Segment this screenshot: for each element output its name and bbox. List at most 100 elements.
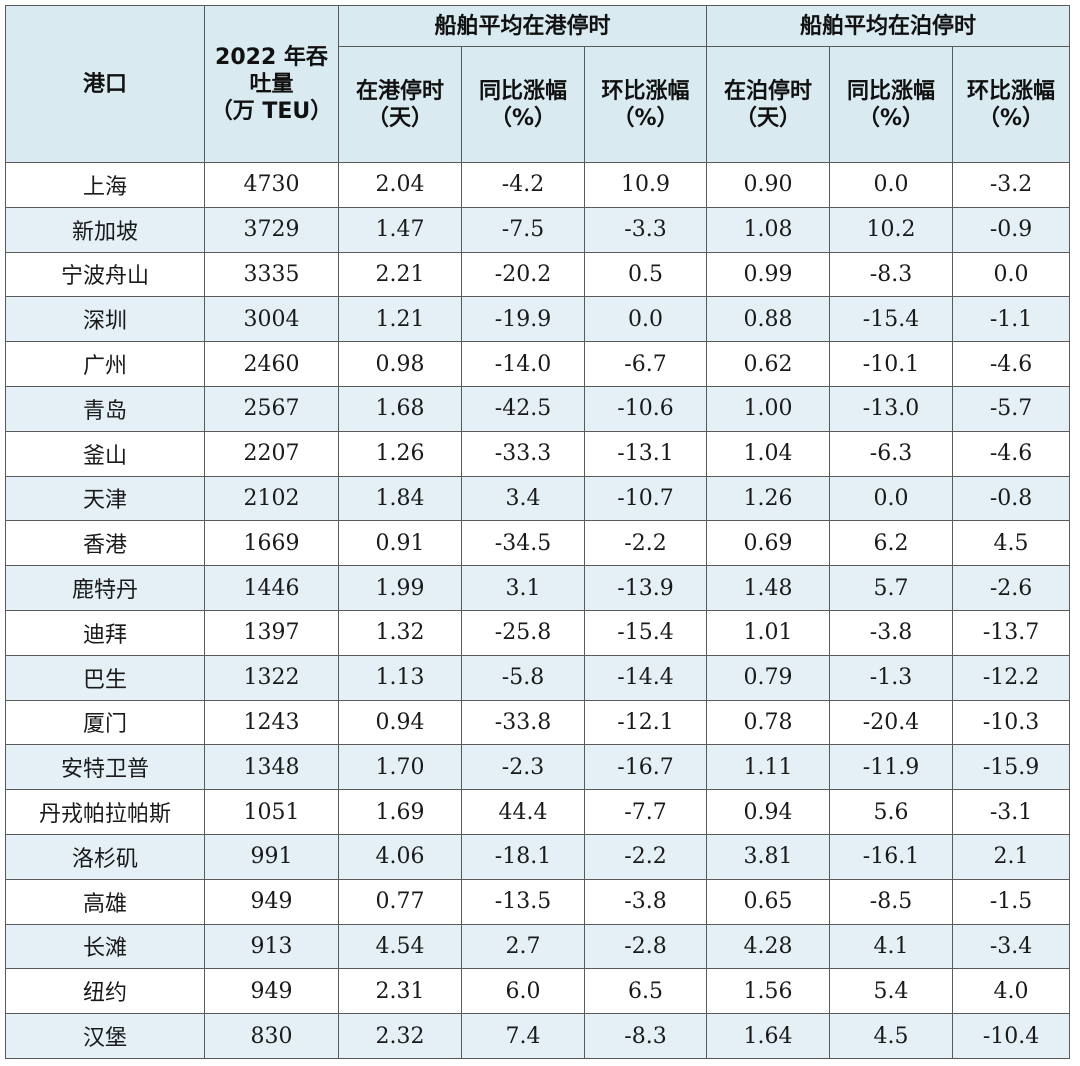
cell-throughput: 1243 — [204, 699, 339, 746]
cell-throughput: 830 — [204, 1013, 339, 1059]
cell-berth-mom: -4.6 — [952, 430, 1071, 477]
cell-berth-mom: -12.2 — [952, 654, 1071, 701]
table-row: 巴生 1322 1.13 -5.8 -14.4 0.79 -1.3 -12.2 — [5, 654, 1071, 701]
cell-berth-mom: -5.7 — [952, 385, 1071, 432]
cell-berth-stay-days: 1.11 — [706, 744, 831, 791]
cell-berth-yoy: 10.2 — [829, 206, 954, 253]
cell-port-name: 汉堡 — [5, 1013, 205, 1059]
cell-berth-stay-days: 0.79 — [706, 654, 831, 701]
cell-port-yoy: 7.4 — [461, 1013, 585, 1059]
cell-throughput: 1446 — [204, 565, 339, 611]
cell-port-name: 丹戎帕拉帕斯 — [5, 789, 205, 835]
cell-port-stay-days: 2.31 — [338, 968, 462, 1015]
cell-port-name: 广州 — [5, 341, 205, 387]
cell-berth-stay-days: 0.88 — [706, 296, 831, 343]
cell-port-mom: -14.4 — [583, 654, 708, 701]
cell-port-stay-days: 0.91 — [338, 520, 462, 567]
cell-port-yoy: -13.5 — [461, 878, 585, 925]
table-row: 广州 2460 0.98 -14.0 -6.7 0.62 -10.1 -4.6 — [5, 341, 1071, 387]
cell-berth-stay-days: 1.04 — [706, 430, 831, 477]
cell-port-name: 新加坡 — [5, 206, 205, 253]
cell-berth-yoy: 5.7 — [829, 565, 954, 611]
cell-port-mom: -2.8 — [583, 923, 708, 970]
cell-throughput: 1348 — [204, 744, 339, 791]
cell-berth-mom: 2.1 — [952, 833, 1071, 880]
cell-throughput: 1322 — [204, 654, 339, 701]
cell-port-stay-days: 0.98 — [338, 341, 462, 387]
table-row: 天津 2102 1.84 3.4 -10.7 1.26 0.0 -0.8 — [5, 475, 1071, 522]
cell-port-yoy: 3.1 — [461, 565, 585, 611]
cell-berth-yoy: -20.4 — [829, 699, 954, 746]
cell-port-name: 迪拜 — [5, 609, 205, 656]
cell-berth-yoy: 5.6 — [829, 789, 954, 835]
cell-berth-yoy: -10.1 — [829, 341, 954, 387]
cell-berth-mom: 4.5 — [952, 520, 1071, 567]
cell-berth-stay-days: 1.01 — [706, 609, 831, 656]
cell-berth-mom: -3.2 — [952, 162, 1071, 208]
cell-berth-stay-days: 0.62 — [706, 341, 831, 387]
cell-berth-mom: -10.3 — [952, 699, 1071, 746]
cell-berth-mom: 0.0 — [952, 251, 1071, 298]
header-port-yoy: 同比涨幅 （%） — [461, 46, 585, 163]
cell-berth-yoy: 6.2 — [829, 520, 954, 567]
cell-port-mom: -13.1 — [583, 430, 708, 477]
table-body: 上海 4730 2.04 -4.2 10.9 0.90 0.0 -3.2 新加坡 3729 1.47… — [5, 162, 1071, 1059]
cell-throughput: 2460 — [204, 341, 339, 387]
cell-port-stay-days: 1.47 — [338, 206, 462, 253]
cell-port-name: 上海 — [5, 162, 205, 208]
cell-port-mom: -3.3 — [583, 206, 708, 253]
table-row: 新加坡 3729 1.47 -7.5 -3.3 1.08 10.2 -0.9 — [5, 206, 1071, 253]
cell-berth-yoy: -16.1 — [829, 833, 954, 880]
cell-berth-stay-days: 1.64 — [706, 1013, 831, 1059]
header-group-port-stay: 船舶平均在港停时 — [337, 5, 708, 47]
cell-port-name: 釜山 — [5, 430, 205, 477]
cell-berth-stay-days: 0.69 — [706, 520, 831, 567]
cell-berth-mom: -0.9 — [952, 206, 1071, 253]
header-port: 港口 — [5, 5, 205, 163]
cell-port-mom: -12.1 — [583, 699, 708, 746]
table-row: 宁波舟山 3335 2.21 -20.2 0.5 0.99 -8.3 0.0 — [5, 251, 1071, 298]
cell-berth-stay-days: 1.56 — [706, 968, 831, 1015]
table-row: 迪拜 1397 1.32 -25.8 -15.4 1.01 -3.8 -13.7 — [5, 609, 1071, 656]
cell-port-mom: -2.2 — [583, 833, 708, 880]
header-berth-yoy: 同比涨幅 （%） — [829, 46, 954, 163]
cell-berth-yoy: 0.0 — [829, 475, 954, 522]
header-port-mom: 环比涨幅 （%） — [583, 46, 708, 163]
cell-port-mom: 0.5 — [583, 251, 708, 298]
cell-port-yoy: -19.9 — [461, 296, 585, 343]
cell-port-yoy: 2.7 — [461, 923, 585, 970]
cell-berth-stay-days: 1.00 — [706, 385, 831, 432]
cell-throughput: 949 — [204, 968, 339, 1015]
cell-berth-stay-days: 1.26 — [706, 475, 831, 522]
port-stay-table-container: 港口 2022 年吞 吐量 （万 TEU） 船舶平均在港停时 船舶平均在泊停时 … — [5, 5, 1071, 1059]
cell-port-yoy: -34.5 — [461, 520, 585, 567]
cell-port-mom: -15.4 — [583, 609, 708, 656]
cell-berth-stay-days: 0.90 — [706, 162, 831, 208]
cell-port-yoy: -33.3 — [461, 430, 585, 477]
cell-port-stay-days: 2.32 — [338, 1013, 462, 1059]
cell-throughput: 2567 — [204, 385, 339, 432]
cell-berth-stay-days: 1.08 — [706, 206, 831, 253]
cell-port-yoy: -42.5 — [461, 385, 585, 432]
cell-berth-mom: -10.4 — [952, 1013, 1071, 1059]
cell-port-stay-days: 1.69 — [338, 789, 462, 835]
cell-berth-mom: -1.1 — [952, 296, 1071, 343]
cell-berth-mom: -4.6 — [952, 341, 1071, 387]
table-header: 港口 2022 年吞 吐量 （万 TEU） 船舶平均在港停时 船舶平均在泊停时 … — [5, 5, 1071, 163]
cell-berth-stay-days: 0.94 — [706, 789, 831, 835]
table-row: 高雄 949 0.77 -13.5 -3.8 0.65 -8.5 -1.5 — [5, 878, 1071, 925]
cell-throughput: 991 — [204, 833, 339, 880]
cell-berth-mom: -3.1 — [952, 789, 1071, 835]
cell-port-mom: -10.7 — [583, 475, 708, 522]
port-stay-table: 港口 2022 年吞 吐量 （万 TEU） 船舶平均在港停时 船舶平均在泊停时 … — [5, 5, 1071, 1059]
cell-berth-mom: -1.5 — [952, 878, 1071, 925]
cell-port-mom: -6.7 — [583, 341, 708, 387]
table-row: 长滩 913 4.54 2.7 -2.8 4.28 4.1 -3.4 — [5, 923, 1071, 970]
table-row: 汉堡 830 2.32 7.4 -8.3 1.64 4.5 -10.4 — [5, 1013, 1071, 1059]
table-row: 上海 4730 2.04 -4.2 10.9 0.90 0.0 -3.2 — [5, 162, 1071, 208]
cell-port-yoy: -25.8 — [461, 609, 585, 656]
cell-berth-mom: -3.4 — [952, 923, 1071, 970]
cell-port-mom: 6.5 — [583, 968, 708, 1015]
header-port-stay-days: 在港停时 （天） — [338, 46, 462, 163]
cell-berth-mom: -2.6 — [952, 565, 1071, 611]
